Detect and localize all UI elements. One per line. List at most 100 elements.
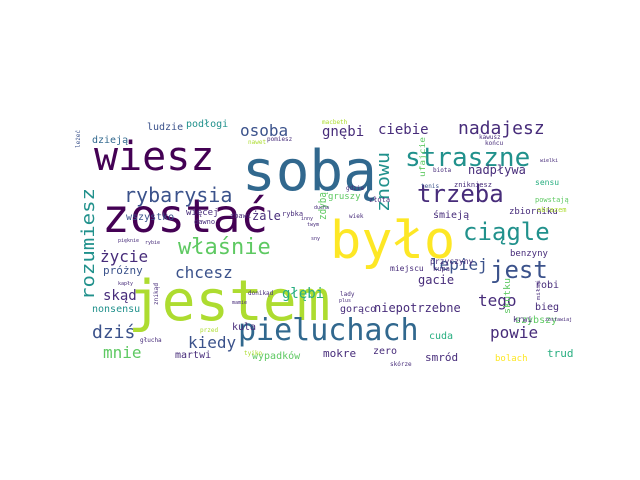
- cloud-word: rybie: [145, 240, 160, 246]
- cloud-word: zbiorniku: [509, 207, 558, 217]
- cloud-word: kawusz: [479, 134, 501, 141]
- cloud-word: benzyny: [510, 249, 549, 259]
- cloud-word: sensu: [535, 178, 559, 187]
- cloud-word: kupa: [433, 265, 450, 273]
- cloud-word: powie: [490, 323, 538, 342]
- cloud-word: zdybą: [316, 192, 329, 220]
- cloud-word: straszne: [405, 143, 530, 173]
- cloud-word: było: [330, 211, 455, 271]
- cloud-word: ufajcie: [418, 137, 427, 177]
- cloud-word: mnie: [103, 343, 142, 362]
- cloud-word: dawno: [194, 218, 215, 226]
- cloud-word: próżny: [103, 264, 143, 277]
- cloud-word: złota: [369, 196, 390, 204]
- cloud-word: jestem: [128, 269, 330, 334]
- cloud-word: gorąco: [340, 304, 376, 315]
- cloud-word: głucha: [140, 337, 162, 344]
- cloud-word: ludzie: [147, 122, 183, 133]
- cloud-word: macbeth: [322, 119, 348, 126]
- cloud-word: krwi: [513, 315, 532, 324]
- cloud-word: ciągle: [463, 218, 550, 246]
- cloud-word: mamie: [232, 300, 247, 306]
- cloud-word: trzeba: [417, 180, 504, 208]
- cloud-word: sny: [311, 236, 320, 242]
- cloud-word: przed: [200, 327, 218, 334]
- cloud-word: znikniesz: [454, 181, 492, 189]
- cloud-word: jest: [490, 256, 548, 284]
- cloud-word: zero: [373, 346, 397, 357]
- cloud-word: powstają: [535, 196, 569, 204]
- cloud-word: zbawi: [230, 212, 251, 220]
- cloud-word: ciebie: [378, 122, 429, 138]
- cloud-word: wszystko: [126, 212, 174, 223]
- cloud-word: lady: [340, 291, 355, 298]
- cloud-word: tenis: [421, 183, 439, 190]
- cloud-word: skórze: [390, 361, 412, 368]
- cloud-word: więcej: [186, 208, 219, 218]
- cloud-word: miłaś: [535, 280, 542, 300]
- cloud-word: twym: [307, 222, 319, 228]
- cloud-word: kula: [232, 322, 256, 333]
- cloud-word: pieluchach: [238, 313, 419, 348]
- cloud-word: nadpływa: [468, 163, 526, 177]
- cloud-word: znowu: [373, 152, 394, 212]
- cloud-word: rybka: [282, 210, 303, 218]
- words-layer: jestem sobą było zostać wiesz pieluchach stras…: [75, 118, 574, 368]
- cloud-word: śmieją: [433, 209, 469, 221]
- cloud-word: robi: [535, 280, 559, 291]
- cloud-word: mokre: [323, 347, 356, 360]
- cloud-word: podłogi: [186, 119, 228, 130]
- cloud-word: przyczyny: [430, 257, 474, 266]
- cloud-word: gdzie: [346, 185, 364, 192]
- cloud-word: właśnie: [178, 235, 271, 260]
- cloud-word: miejscu: [390, 264, 424, 273]
- cloud-word: zostać: [102, 189, 268, 243]
- cloud-word: szybszy: [515, 315, 557, 326]
- cloud-word: zostawiaj: [545, 317, 572, 323]
- cloud-word: życie: [100, 247, 148, 266]
- cloud-word: znikąd: [153, 283, 160, 305]
- cloud-word: cuda: [429, 331, 453, 342]
- cloud-word: nadajesz: [458, 118, 545, 139]
- cloud-word: kiedy: [188, 333, 237, 352]
- cloud-word: wielki: [540, 158, 558, 164]
- cloud-word: nonsensu: [92, 304, 140, 315]
- cloud-word: tyiko: [244, 350, 262, 357]
- cloud-word: trud: [547, 347, 574, 360]
- cloud-word: gacie: [418, 273, 454, 287]
- cloud-word: inny: [301, 216, 313, 222]
- cloud-word: kapły: [118, 281, 133, 287]
- cloud-word: rybarysia: [124, 183, 232, 207]
- cloud-word: ducha: [314, 205, 329, 211]
- cloud-word: skąd: [103, 288, 137, 304]
- cloud-word: chcesz: [175, 263, 233, 282]
- cloud-word: rozumiesz: [78, 188, 99, 300]
- cloud-word: nawet: [248, 139, 266, 146]
- cloud-word: leżeć: [75, 130, 82, 148]
- cloud-word: końcu: [485, 140, 503, 147]
- cloud-word: pięknie: [118, 238, 139, 244]
- cloud-word: gruszy: [328, 192, 361, 202]
- cloud-word: sobą: [242, 139, 377, 204]
- cloud-word: tego: [478, 291, 517, 310]
- cloud-word: bolach: [495, 354, 528, 364]
- cloud-word: biota: [433, 167, 451, 174]
- cloud-word: donikąd: [248, 290, 274, 297]
- cloud-word: wiek: [349, 213, 364, 220]
- cloud-word: obrazem: [537, 206, 567, 214]
- cloud-word: gnębi: [322, 124, 364, 140]
- cloud-word: pomiesz: [267, 136, 293, 143]
- cloud-word: skutku: [503, 278, 513, 314]
- cloud-word: wiesz: [94, 134, 214, 180]
- cloud-word: niepotrzebne: [374, 301, 461, 315]
- cloud-word: żale: [252, 209, 281, 223]
- cloud-word: martwi: [175, 350, 211, 361]
- cloud-word: dzieją: [92, 135, 128, 146]
- cloud-word: głębi: [282, 286, 324, 302]
- cloud-word: bieg: [535, 302, 559, 313]
- cloud-word: osoba: [240, 121, 288, 140]
- cloud-word: dziś: [92, 322, 135, 343]
- cloud-word: wypadków: [252, 350, 301, 362]
- cloud-word: smród: [425, 351, 458, 364]
